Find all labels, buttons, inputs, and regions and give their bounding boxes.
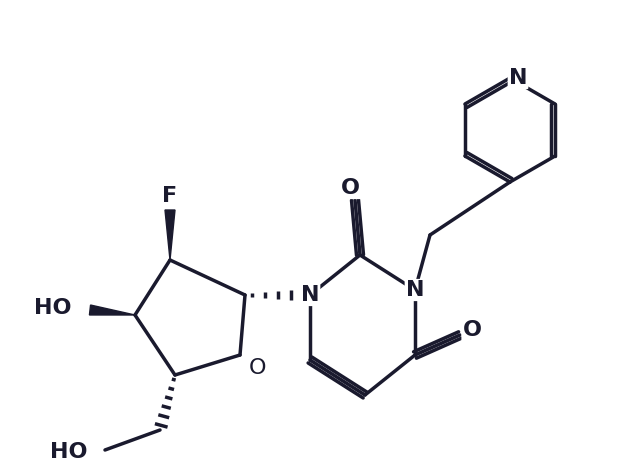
Text: N: N [509,68,527,88]
Text: F: F [163,186,177,206]
Text: O: O [249,358,267,378]
Polygon shape [165,210,175,260]
Text: O: O [340,178,360,198]
Text: N: N [406,280,424,300]
Text: O: O [463,320,481,340]
Text: HO: HO [35,298,72,318]
Polygon shape [90,305,135,315]
Text: HO: HO [51,442,88,462]
Text: N: N [301,285,319,305]
